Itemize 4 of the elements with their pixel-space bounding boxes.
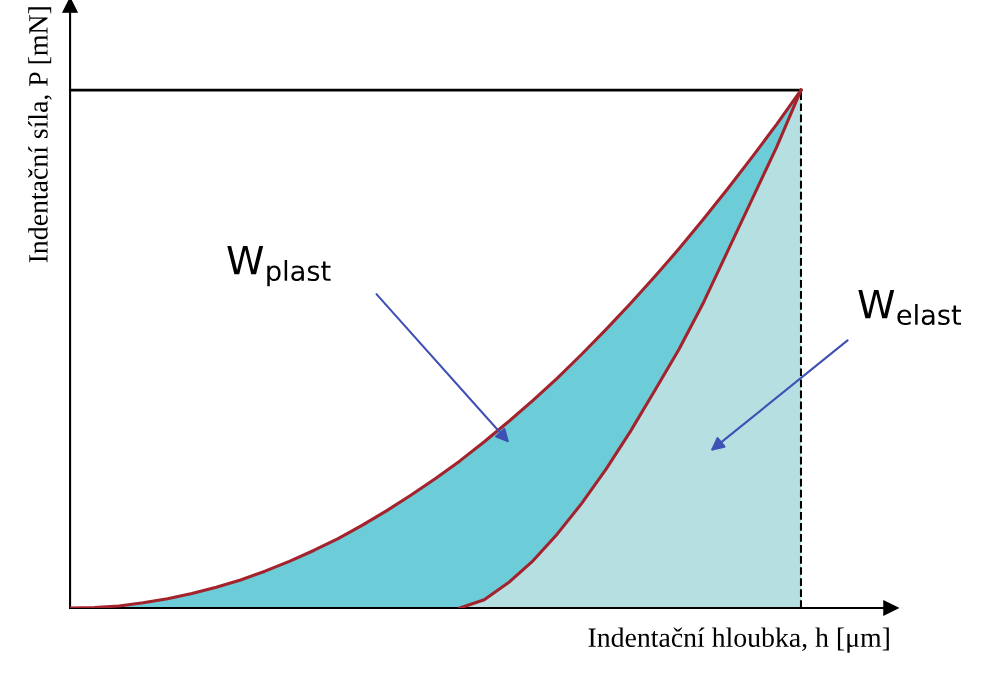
annotation: W$_{plast}$ bbox=[227, 245, 331, 287]
text: W$_{elast}$ bbox=[858, 289, 962, 326]
x-axis-title: Indentační hloubka, h [μm] bbox=[588, 627, 889, 653]
y-axis-title: Indentační síla, P [mN] bbox=[28, 7, 52, 263]
